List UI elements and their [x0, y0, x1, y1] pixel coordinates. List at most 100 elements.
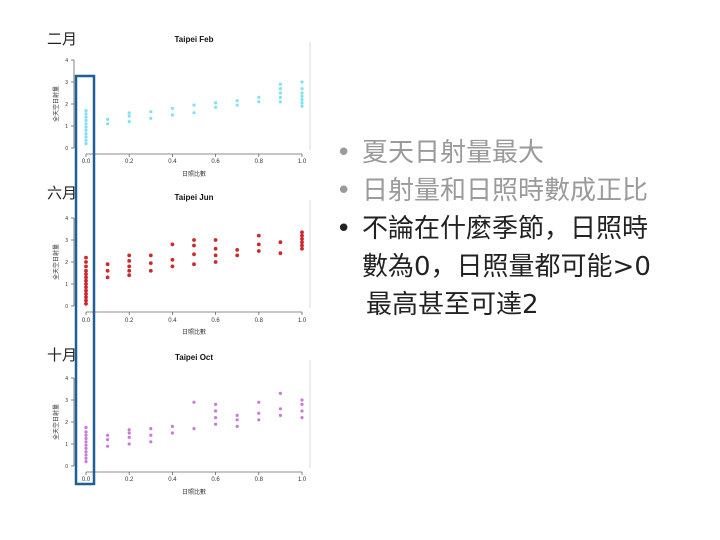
y-tick-label-oct: 0: [65, 464, 68, 470]
data-point-feb: [84, 112, 88, 116]
data-point-feb: [214, 105, 218, 109]
data-point-oct: [127, 428, 131, 432]
y-tick-label-jun: 2: [65, 260, 68, 266]
data-point-jun: [300, 243, 304, 248]
data-point-feb: [235, 99, 239, 103]
data-point-feb: [300, 104, 304, 108]
data-point-oct: [84, 433, 88, 437]
data-point-feb: [300, 98, 304, 102]
data-point-oct: [106, 444, 110, 448]
bullet-dot-icon: •: [336, 214, 352, 244]
data-point-jun: [105, 268, 110, 273]
data-point-jun: [84, 285, 88, 290]
data-point-jun: [84, 272, 88, 276]
bullet-dot-icon: •: [336, 176, 352, 206]
x-tick-label-jun: 0.4: [168, 318, 177, 324]
data-point-oct: [127, 431, 131, 435]
data-point-jun: [300, 240, 304, 245]
data-point-feb: [278, 91, 282, 95]
data-point-jun: [213, 238, 218, 242]
x-tick-label-feb: 1.0: [298, 159, 307, 165]
y-tick-label-jun: 3: [65, 238, 68, 244]
data-point-feb: [257, 100, 261, 104]
data-point-oct: [300, 398, 304, 402]
data-point-oct: [149, 440, 153, 444]
data-point-jun: [127, 253, 132, 258]
data-point-jun: [235, 248, 240, 252]
data-point-oct: [127, 442, 131, 446]
x-tick-label-feb: 0.8: [255, 159, 264, 165]
data-point-jun: [105, 262, 110, 267]
data-point-oct: [149, 433, 153, 437]
x-tick-label-jun: 0.2: [125, 318, 134, 324]
data-point-feb: [84, 118, 88, 123]
data-point-jun: [256, 233, 261, 238]
data-point-feb: [170, 113, 174, 117]
data-point-jun: [84, 292, 88, 296]
x-tick-label-jun: 0.0: [82, 318, 91, 324]
data-point-oct: [257, 418, 261, 422]
data-point-jun: [192, 252, 196, 257]
scatter-charts: Taipei Feb 0 1 2 3 4 全天空日射量 0.0 0.2 0.4 0.6 0.8 1.0 日…: [52, 35, 311, 496]
data-point-feb: [127, 120, 131, 124]
data-point-feb: [170, 106, 174, 110]
y-tick-label-feb: 0: [65, 146, 68, 152]
data-point-jun: [256, 249, 261, 253]
data-point-jun: [84, 278, 88, 283]
y-tick-label-feb: 1: [65, 124, 68, 130]
x-tick-label-jun: 1.0: [298, 318, 307, 324]
data-point-oct: [170, 431, 174, 435]
x-tick-label-feb: 0.2: [125, 159, 134, 165]
data-point-feb: [84, 128, 88, 132]
bullet-item-any-season: • 不論在什麼季節，日照時 數為0，日照量都可能>0 最高甚至可達2: [336, 210, 720, 324]
x-tick-label-feb: 0.6: [211, 159, 220, 165]
x-tick-label-jun: 0.6: [211, 318, 220, 324]
data-point-oct: [235, 424, 239, 428]
bullet-text-line3: 最高甚至可達2: [366, 290, 539, 320]
y-tick-label-oct: 4: [65, 376, 68, 382]
data-point-jun: [84, 295, 88, 300]
x-tick-label-oct: 0.0: [82, 477, 91, 483]
data-point-jun: [84, 282, 88, 286]
data-point-oct: [106, 433, 110, 437]
data-point-jun: [84, 301, 88, 306]
data-point-oct: [257, 400, 261, 404]
data-point-feb: [278, 87, 282, 91]
data-point-jun: [300, 246, 304, 251]
data-point-oct: [214, 416, 218, 420]
y-axis-label-feb: 全天空日射量: [52, 86, 60, 122]
bullet-dot-icon: •: [336, 138, 352, 168]
data-point-jun: [300, 230, 304, 235]
data-point-jun: [192, 243, 196, 248]
data-point-jun: [148, 268, 153, 273]
x-tick-label-jun: 0.8: [255, 318, 264, 324]
data-point-jun: [84, 275, 88, 280]
data-point-feb: [278, 95, 282, 99]
data-point-jun: [256, 242, 261, 247]
x-tick-label-feb: 0.0: [82, 159, 91, 165]
data-point-oct: [214, 409, 218, 413]
data-point-jun: [235, 253, 240, 258]
data-point-oct: [84, 456, 88, 460]
data-point-feb: [84, 109, 88, 113]
month-label-feb: 二月: [47, 30, 78, 48]
data-point-feb: [300, 94, 304, 98]
y-tick-label-oct: 1: [65, 442, 68, 448]
data-point-feb: [257, 95, 261, 99]
month-label-jun: 六月: [47, 184, 78, 202]
data-point-oct: [192, 427, 196, 431]
data-point-jun: [192, 238, 196, 242]
zero-sunshine-highlight-box: [74, 74, 96, 486]
data-point-oct: [84, 443, 88, 447]
bullet-text-line2: 數為0，日照量都可能>0: [362, 252, 651, 282]
data-point-feb: [192, 111, 196, 115]
x-tick-label-feb: 0.4: [168, 159, 177, 165]
data-point-oct: [214, 402, 218, 406]
x-tick-label-oct: 0.2: [125, 477, 134, 483]
data-point-jun: [127, 264, 132, 269]
bullet-item-proportional: • 日射量和日照時數成正比: [336, 172, 720, 210]
data-point-feb: [84, 138, 88, 142]
data-point-oct: [257, 411, 261, 415]
data-point-jun: [213, 260, 218, 264]
data-point-oct: [235, 418, 239, 422]
